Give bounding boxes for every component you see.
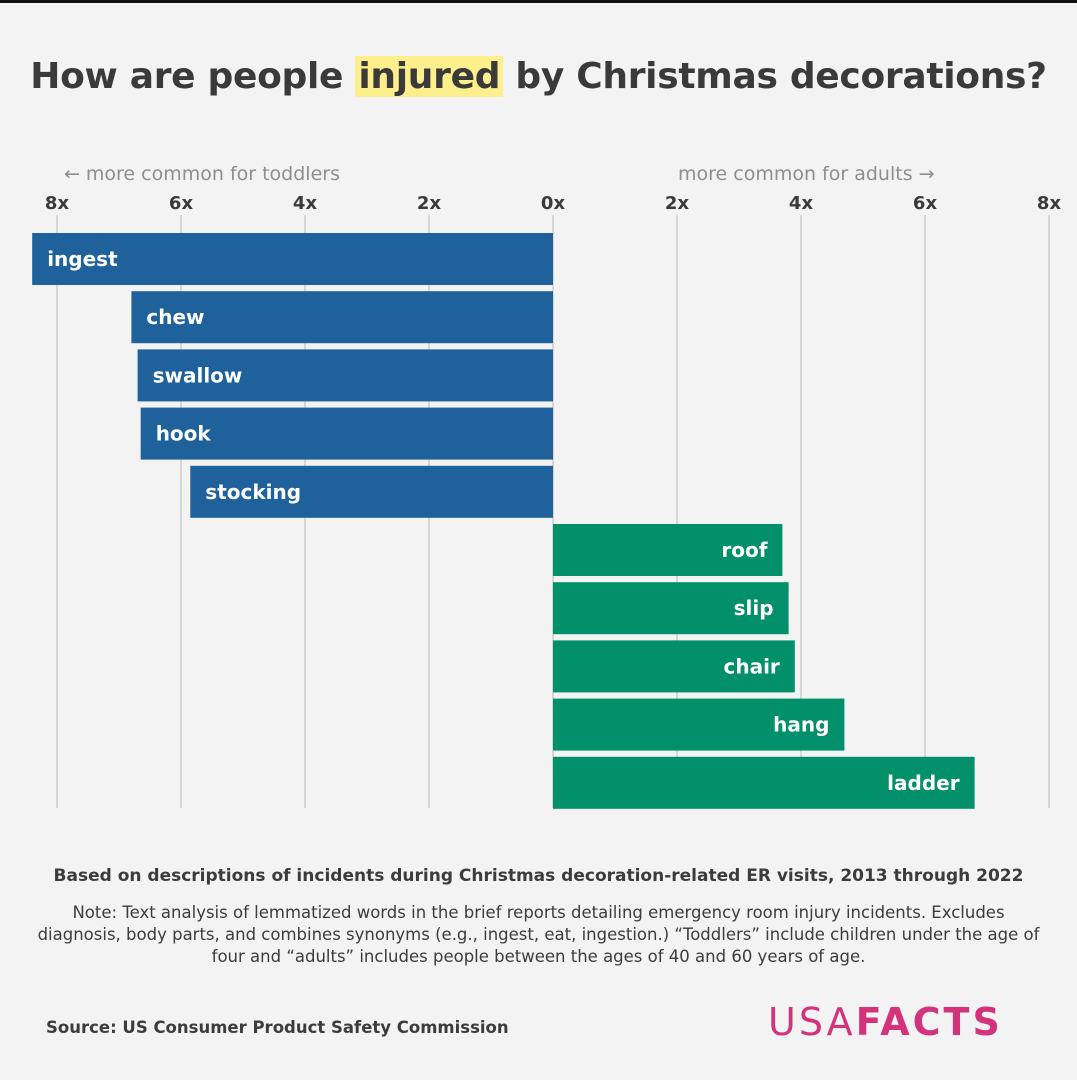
bar-label-ladder: ladder (887, 771, 960, 795)
bar-label-hook: hook (156, 422, 212, 446)
bar-chew (131, 291, 553, 344)
bar-label-swallow: swallow (153, 363, 243, 387)
x-tick-label: 8x (1037, 193, 1062, 214)
x-tick-label: 0x (541, 193, 566, 214)
x-tick-label: 4x (789, 193, 814, 214)
x-tick-label: 6x (913, 193, 938, 214)
source-text: Source: US Consumer Product Safety Commi… (46, 1018, 509, 1037)
title-before: How are people (30, 56, 356, 97)
bar-ladder (553, 756, 975, 809)
chart-subtitle: Based on descriptions of incidents durin… (53, 866, 1024, 886)
diverging-bar-chart: ← more common for toddlers more common fo… (32, 163, 1062, 809)
bar-hang (553, 698, 845, 751)
bar-roof (553, 524, 783, 576)
title-highlight: injured (355, 56, 504, 97)
chart-title: How are people injured by Christmas deco… (0, 56, 1077, 97)
bar-slip (553, 582, 789, 635)
direction-label-adults: more common for adults → (678, 163, 935, 185)
x-tick-label: 6x (169, 193, 194, 214)
x-tick-label: 8x (45, 193, 70, 214)
bar-label-chair: chair (723, 654, 779, 678)
title-after: by Christmas decorations? (503, 56, 1047, 97)
bar-label-ingest: ingest (47, 247, 118, 271)
bar-label-roof: roof (721, 538, 767, 562)
bar-ingest (32, 233, 553, 285)
logo-usa: USA (768, 1000, 856, 1044)
bar-label-chew: chew (146, 305, 204, 329)
x-tick-label: 2x (665, 193, 690, 214)
top-border (0, 0, 1077, 3)
usafacts-logo: USAFACTS (768, 1000, 1003, 1044)
logo-facts: FACTS (855, 1000, 1003, 1044)
direction-label-toddlers: ← more common for toddlers (64, 163, 340, 185)
bar-chair (553, 640, 795, 693)
x-tick-label: 4x (293, 193, 318, 214)
bar-label-stocking: stocking (205, 480, 301, 504)
bar-label-slip: slip (734, 596, 774, 620)
bar-hook (140, 407, 553, 460)
x-tick-label: 2x (417, 193, 442, 214)
bar-stocking (190, 465, 554, 518)
bar-label-hang: hang (773, 713, 829, 737)
bar-swallow (137, 349, 553, 402)
chart-note: Note: Text analysis of lemmatized words … (37, 903, 1040, 966)
